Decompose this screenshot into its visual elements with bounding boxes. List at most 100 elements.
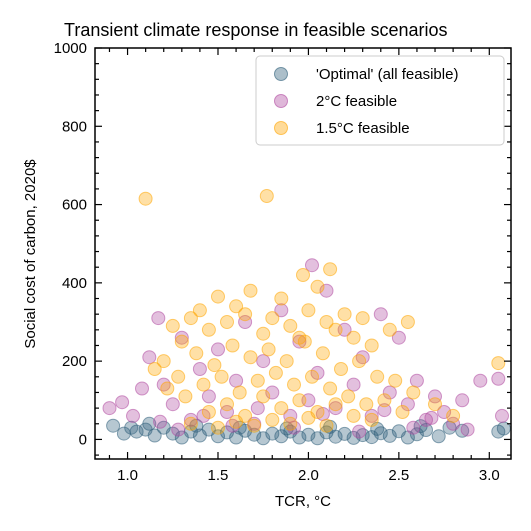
data-point-2c xyxy=(364,408,379,423)
data-point-2c xyxy=(256,354,271,369)
x-tick-label: 2.0 xyxy=(298,467,319,484)
data-point-1-5c xyxy=(364,412,379,427)
data-point-optimal xyxy=(364,430,379,445)
data-point-1-5c xyxy=(337,307,352,322)
data-point-1-5c xyxy=(323,262,338,277)
data-point-1-5c xyxy=(301,303,316,318)
data-point-1-5c xyxy=(382,322,397,337)
data-point-2c xyxy=(292,334,307,349)
data-point-2c xyxy=(328,401,343,416)
data-point-1-5c xyxy=(377,393,392,408)
data-point-2c xyxy=(346,377,361,392)
data-point-1-5c xyxy=(297,334,312,349)
data-point-1-5c xyxy=(229,414,244,429)
data-point-1-5c xyxy=(256,389,271,404)
data-point-optimal xyxy=(274,429,289,444)
data-point-1-5c xyxy=(156,354,171,369)
data-point-1-5c xyxy=(256,326,271,341)
data-point-1-5c xyxy=(359,397,374,412)
data-point-1-5c xyxy=(147,362,162,376)
y-axis-label: Social cost of carbon, 2020$ xyxy=(22,159,39,349)
data-point-1-5c xyxy=(171,369,186,384)
data-point-1-5c xyxy=(261,342,276,357)
data-point-1-5c xyxy=(192,303,207,318)
data-point-1-5c xyxy=(341,389,356,404)
data-point-1-5c xyxy=(283,318,298,333)
data-point-2c xyxy=(174,330,189,345)
x-tick-label: 1.5 xyxy=(208,467,229,484)
x-tick-label: 3.0 xyxy=(479,467,500,484)
legend-box xyxy=(255,55,505,146)
data-point-2c xyxy=(428,389,442,404)
data-point-2c xyxy=(142,350,157,365)
data-point-optimal xyxy=(142,416,157,431)
points-layer xyxy=(102,189,511,446)
data-point-1-5c xyxy=(160,381,175,396)
data-point-1-5c xyxy=(388,373,403,388)
data-point-1-5c xyxy=(232,385,247,400)
data-point-1-5c xyxy=(259,189,274,203)
legend-label-optimal: 'Optimal' (all feasible) xyxy=(316,66,458,83)
data-point-2c xyxy=(165,397,180,412)
data-point-2c xyxy=(446,416,461,431)
data-point-1-5c xyxy=(296,268,310,282)
data-point-1-5c xyxy=(328,322,343,337)
chart-title: Transient climate response in feasible s… xyxy=(64,20,448,40)
data-point-2c xyxy=(495,408,509,423)
data-point-1-5c xyxy=(250,373,265,388)
data-point-2c xyxy=(102,401,117,416)
data-point-1-5c xyxy=(238,307,253,322)
data-point-2c xyxy=(220,405,234,419)
data-point-1-5c xyxy=(243,350,258,365)
data-point-1-5c xyxy=(319,418,334,433)
data-point-1-5c xyxy=(178,389,193,404)
plot-frame xyxy=(94,47,512,460)
ticks-layer: 1.0 1.5 2.0 2.5 3.0 0 200 400 600 800 1000 xyxy=(54,40,511,484)
data-point-1-5c xyxy=(174,334,189,349)
y-tick-label: 800 xyxy=(62,118,87,135)
data-point-1-5c xyxy=(196,377,211,392)
data-point-1-5c xyxy=(400,315,415,329)
data-point-2c xyxy=(192,362,207,376)
data-point-2c xyxy=(265,385,280,400)
data-point-1-5c xyxy=(301,410,316,425)
data-point-2c xyxy=(229,373,244,388)
data-point-optimal xyxy=(279,421,294,436)
data-point-1-5c xyxy=(406,385,421,400)
data-point-1-5c xyxy=(211,420,225,435)
data-point-optimal xyxy=(301,427,316,442)
data-point-2c xyxy=(201,389,216,404)
data-point-1-5c xyxy=(446,408,461,423)
data-point-2c xyxy=(382,385,397,400)
data-point-1-5c xyxy=(328,397,343,412)
data-point-2c xyxy=(409,373,424,388)
data-point-1-5c xyxy=(346,408,361,423)
data-point-1-5c xyxy=(201,322,216,337)
data-point-1-5c xyxy=(165,318,180,333)
data-point-1-5c xyxy=(355,311,370,326)
x-axis-label: TCR, °C xyxy=(275,493,331,510)
data-point-1-5c xyxy=(183,311,198,326)
legend: 'Optimal' (all feasible) 2°C feasible 1.… xyxy=(255,55,505,146)
data-point-1-5c xyxy=(265,412,280,427)
data-point-2c xyxy=(437,405,452,419)
data-point-1-5c xyxy=(229,299,244,314)
y-tick-label: 0 xyxy=(79,431,87,448)
data-point-optimal xyxy=(431,429,446,444)
data-point-1-5c xyxy=(225,338,240,353)
data-point-2c xyxy=(238,315,253,329)
legend-marker-optimal xyxy=(274,67,288,81)
data-point-2c xyxy=(373,307,388,322)
data-point-2c xyxy=(250,401,265,416)
data-point-1-5c xyxy=(247,418,262,433)
data-point-2c xyxy=(151,311,166,326)
data-point-1-5c xyxy=(138,191,153,206)
data-point-2c xyxy=(135,381,149,396)
data-point-1-5c xyxy=(364,338,379,353)
data-point-2c xyxy=(455,393,470,408)
data-point-2c xyxy=(319,283,334,298)
data-point-2c xyxy=(419,412,433,427)
data-point-2c xyxy=(460,422,475,437)
data-point-optimal xyxy=(106,418,121,433)
